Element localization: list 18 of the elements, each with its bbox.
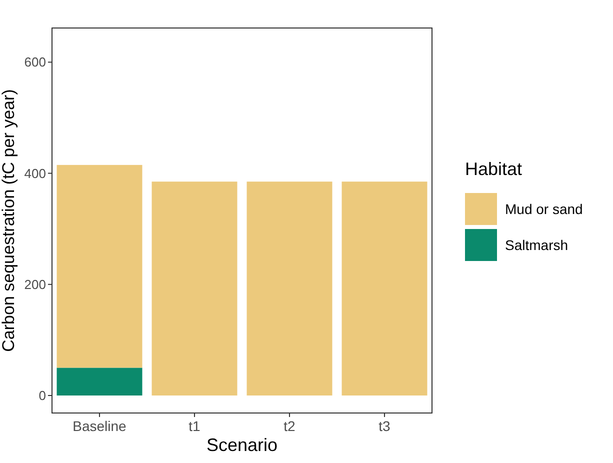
x-tick-label: Baseline: [72, 418, 127, 434]
y-tick-label: 600: [24, 54, 46, 70]
x-tick-label: t2: [284, 418, 296, 434]
x-axis-title: Scenario: [206, 435, 278, 455]
y-tick-label: 0: [38, 388, 46, 404]
y-axis-title: Carbon sequestration (tC per year): [0, 89, 18, 352]
bar: [246, 182, 332, 396]
y-tick-label: 400: [24, 166, 46, 181]
y-tick-label: 200: [24, 276, 46, 292]
x-tick-label: t1: [188, 418, 201, 434]
legend-label: Mud or sand: [505, 200, 583, 217]
bar: [152, 182, 238, 396]
bar: [56, 164, 142, 368]
bar: [56, 368, 142, 396]
legend-label: Saltmarsh: [505, 236, 568, 253]
bar: [342, 182, 428, 396]
legend-title: Habitat: [465, 159, 522, 179]
x-tick-label: t3: [378, 418, 391, 434]
